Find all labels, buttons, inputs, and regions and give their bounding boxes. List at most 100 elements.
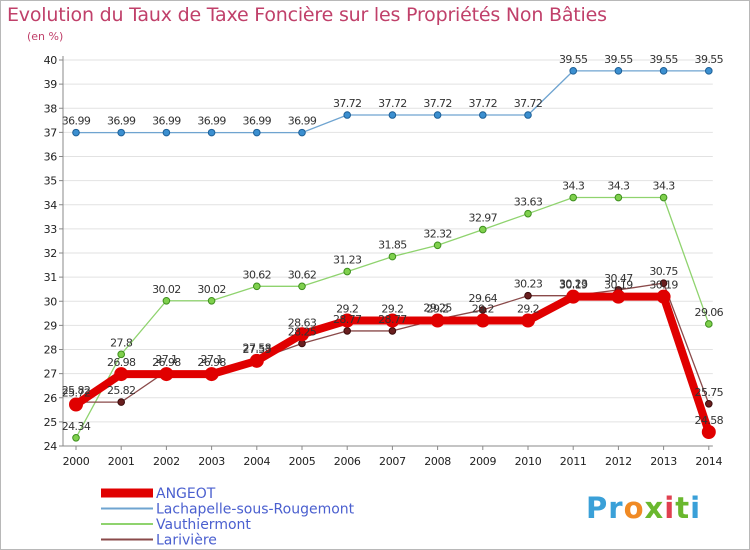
y-tick-label: 28: [44, 344, 58, 357]
data-point: [69, 397, 83, 412]
x-tick-label: 2005: [289, 455, 316, 468]
legend-label: Vauthiermont: [156, 517, 251, 533]
x-tick-label: 2012: [605, 455, 632, 468]
data-label: 26.98: [197, 356, 226, 369]
data-point: [162, 296, 171, 305]
x-tick-label: 2003: [198, 455, 225, 468]
y-tick-label: 37: [44, 126, 58, 139]
data-point: [524, 291, 532, 300]
data-point: [433, 111, 442, 119]
x-tick-label: 2009: [469, 455, 496, 468]
data-point: [343, 111, 352, 119]
data-label: 36.99: [288, 115, 317, 128]
data-label: 25.82: [107, 384, 136, 397]
logo-letter: x: [644, 491, 665, 525]
data-label: 37.72: [423, 97, 452, 110]
data-point: [701, 425, 716, 440]
data-label: 39.55: [695, 53, 724, 66]
y-tick-label: 33: [44, 223, 58, 236]
logo-letter: i: [690, 491, 702, 525]
data-point: [524, 209, 532, 218]
x-axis-ticks: 2000 2001 2002 2003 2004 2005 2006 2007 2008 2009…: [63, 455, 723, 468]
data-point: [705, 320, 713, 328]
data-label: 39.55: [604, 53, 633, 66]
data-point: [659, 279, 668, 287]
unit-label: (en %): [27, 30, 64, 43]
data-label: 27.58: [243, 342, 272, 355]
data-label: 30.02: [152, 283, 181, 296]
y-tick-label: 40: [44, 54, 58, 67]
legend-label: ANGEOT: [156, 486, 216, 502]
data-label: 30.47: [604, 272, 633, 285]
data-point: [343, 327, 352, 335]
data-label: 30.62: [288, 268, 317, 281]
data-label: 28.63: [288, 316, 317, 329]
axes: [59, 56, 713, 450]
data-label: 34.3: [607, 180, 630, 193]
data-point: [298, 128, 306, 137]
data-label: 34.3: [653, 180, 676, 193]
data-point: [72, 128, 80, 137]
data-label: 37.72: [378, 97, 407, 110]
x-tick-label: 2001: [108, 455, 135, 468]
data-point: [614, 193, 623, 202]
data-label: 27.53: [243, 343, 272, 356]
y-tick-label: 39: [44, 78, 58, 91]
data-point: [253, 128, 261, 137]
data-point: [253, 282, 261, 291]
data-label: 28.25: [288, 325, 317, 338]
data-label: 24.34: [62, 420, 91, 433]
chart-title: Evolution du Taux de Taxe Foncière sur l…: [7, 4, 607, 26]
data-point: [388, 327, 397, 335]
data-label: 36.99: [197, 115, 226, 128]
x-tick-label: 2007: [379, 455, 406, 468]
data-point: [72, 433, 80, 442]
data-point: [162, 128, 171, 137]
data-label: 30.19: [559, 279, 588, 292]
y-tick-label: 34: [44, 199, 58, 212]
data-point: [524, 111, 532, 119]
data-point: [295, 327, 309, 342]
data-point: [614, 67, 623, 75]
data-point: [159, 367, 174, 382]
data-point: [659, 67, 668, 75]
data-label: 32.32: [423, 227, 452, 240]
data-label: 29.64: [469, 292, 498, 305]
logo-letter: i: [664, 491, 676, 525]
data-point: [479, 111, 487, 119]
y-tick-label: 26: [44, 392, 58, 405]
data-point: [204, 367, 219, 382]
data-label: 30.19: [649, 279, 678, 292]
data-label: 36.99: [152, 115, 181, 128]
data-label: 27.1: [155, 353, 177, 366]
data-labels-vauthiermont: 24.34 27.8 30.02 30.02 30.62 30.62 31.23 31.85 3…: [62, 180, 724, 433]
y-tick-label: 24: [44, 440, 58, 453]
data-label: 26.98: [107, 356, 136, 369]
data-point: [475, 313, 490, 328]
legend-label: Lachapelle-sous-Rougemont: [156, 502, 355, 518]
data-point: [705, 67, 713, 75]
data-point: [611, 289, 626, 304]
x-tick-label: 2008: [424, 455, 451, 468]
data-label: 27.8: [110, 336, 133, 349]
x-tick-label: 2010: [515, 455, 542, 468]
data-point: [249, 353, 264, 368]
data-label: 29.2: [427, 303, 449, 316]
y-tick-label: 38: [44, 102, 58, 115]
data-label: 36.99: [107, 115, 136, 128]
x-tick-label: 2000: [63, 455, 90, 468]
data-point: [207, 128, 216, 137]
x-tick-label: 2004: [243, 455, 270, 468]
data-label: 25.82: [62, 384, 91, 397]
series-lachapelle-sous-rougemont: [72, 67, 713, 137]
data-label: 39.55: [559, 53, 588, 66]
data-point: [659, 193, 668, 202]
data-label: 31.85: [378, 239, 407, 252]
data-point: [385, 313, 400, 328]
data-point: [433, 241, 442, 250]
data-label: 29.2: [336, 303, 358, 316]
y-tick-label: 27: [44, 368, 58, 381]
